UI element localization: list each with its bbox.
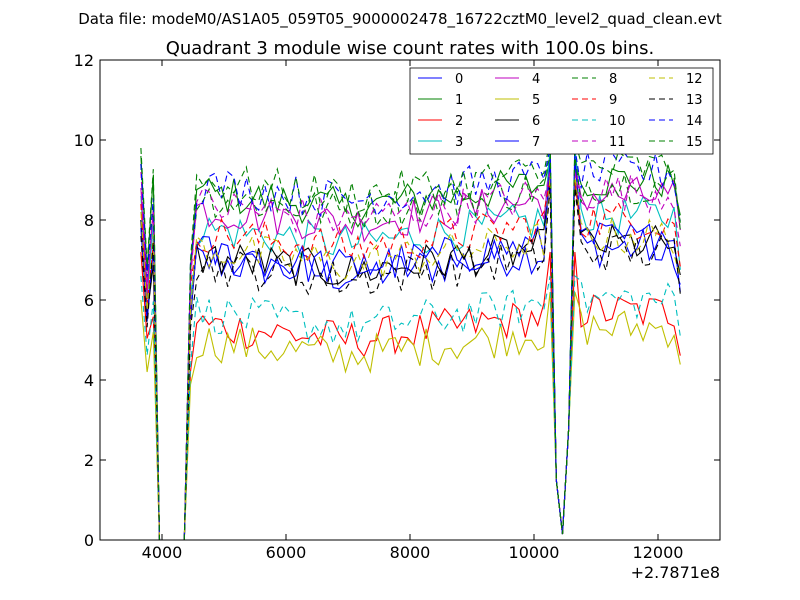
legend-box <box>409 67 714 155</box>
series-line-4 <box>140 163 681 541</box>
legend-label-8: 8 <box>609 72 617 87</box>
legend-label-13: 13 <box>686 93 703 108</box>
y-tick-label: 8 <box>84 211 94 230</box>
series-line-8 <box>140 155 681 541</box>
legend-label-5: 5 <box>532 93 540 108</box>
y-tick-label: 6 <box>84 291 94 310</box>
x-tick-label: 6000 <box>266 543 307 562</box>
series-line-9 <box>140 179 681 541</box>
legend-label-4: 4 <box>532 72 540 87</box>
series-line-14 <box>140 147 681 541</box>
legend-label-0: 0 <box>455 72 463 87</box>
legend-label-9: 9 <box>609 93 617 108</box>
series-line-2 <box>140 251 681 541</box>
legend-label-1: 1 <box>455 93 463 108</box>
x-tick-label: 10000 <box>509 543 560 562</box>
y-tick-label: 12 <box>74 51 94 70</box>
series-line-11 <box>140 171 681 541</box>
legend-label-12: 12 <box>686 72 703 87</box>
series-line-12 <box>140 175 681 541</box>
legend-label-6: 6 <box>532 114 540 129</box>
y-tick-label: 10 <box>74 131 94 150</box>
series-line-3 <box>140 147 681 541</box>
x-tick-label: 8000 <box>390 543 431 562</box>
legend-label-3: 3 <box>455 135 463 150</box>
legend-label-2: 2 <box>455 114 463 129</box>
y-tick-label: 0 <box>84 531 94 550</box>
legend-label-10: 10 <box>609 114 626 129</box>
series-layer <box>140 139 681 541</box>
x-tick-label: 12000 <box>633 543 684 562</box>
x-offset-label: +2.7871e8 <box>631 563 720 582</box>
chart-title: Quadrant 3 module wise count rates with … <box>166 38 655 59</box>
y-tick-label: 4 <box>84 371 94 390</box>
series-line-13 <box>140 187 681 541</box>
series-line-0 <box>140 155 681 541</box>
series-line-10 <box>140 274 681 541</box>
legend-label-11: 11 <box>609 135 626 150</box>
y-tick-label: 2 <box>84 451 94 470</box>
legend-label-15: 15 <box>686 135 703 150</box>
legend-label-14: 14 <box>686 114 703 129</box>
series-line-15 <box>140 139 681 541</box>
figure-suptitle: Data file: modeM0/AS1A05_059T05_90000024… <box>78 10 722 29</box>
legend-label-7: 7 <box>532 135 540 150</box>
series-line-5 <box>140 291 681 541</box>
series-line-1 <box>140 155 681 541</box>
x-tick-label: 4000 <box>142 543 183 562</box>
